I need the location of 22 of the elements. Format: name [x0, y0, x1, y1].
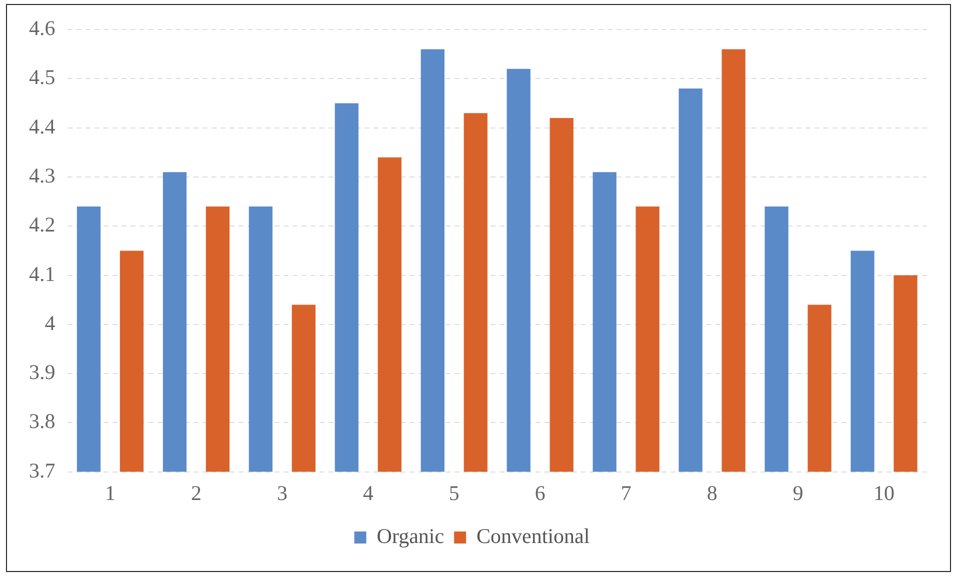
x-tick-label: 10 — [874, 480, 895, 505]
x-tick-label: 8 — [706, 480, 718, 505]
y-tick-label: 3.9 — [29, 360, 56, 384]
x-tick-label: 9 — [792, 480, 804, 505]
x-tick-label: 2 — [190, 480, 202, 505]
y-tick-label: 4.3 — [29, 164, 56, 188]
y-tick-label: 4.2 — [29, 212, 56, 237]
x-tick-label: 5 — [448, 480, 460, 505]
x-tick-label: 6 — [534, 480, 546, 505]
x-tick-label: 1 — [104, 480, 116, 505]
y-tick-label: 4.6 — [29, 16, 56, 40]
x-tick-label: 4 — [362, 480, 374, 505]
legend-label: Organic — [376, 524, 444, 548]
y-tick-label: 3.7 — [29, 458, 56, 482]
legend-label: Conventional — [476, 524, 590, 548]
y-tick-label: 4.4 — [29, 114, 56, 138]
x-tick-label: 7 — [620, 480, 632, 505]
y-tick-label: 3.8 — [29, 409, 56, 434]
y-tick-label: 4.1 — [29, 262, 56, 286]
x-tick-label: 3 — [276, 480, 288, 505]
y-tick-label: 4 — [44, 310, 56, 335]
y-tick-label: 4.5 — [29, 65, 56, 90]
